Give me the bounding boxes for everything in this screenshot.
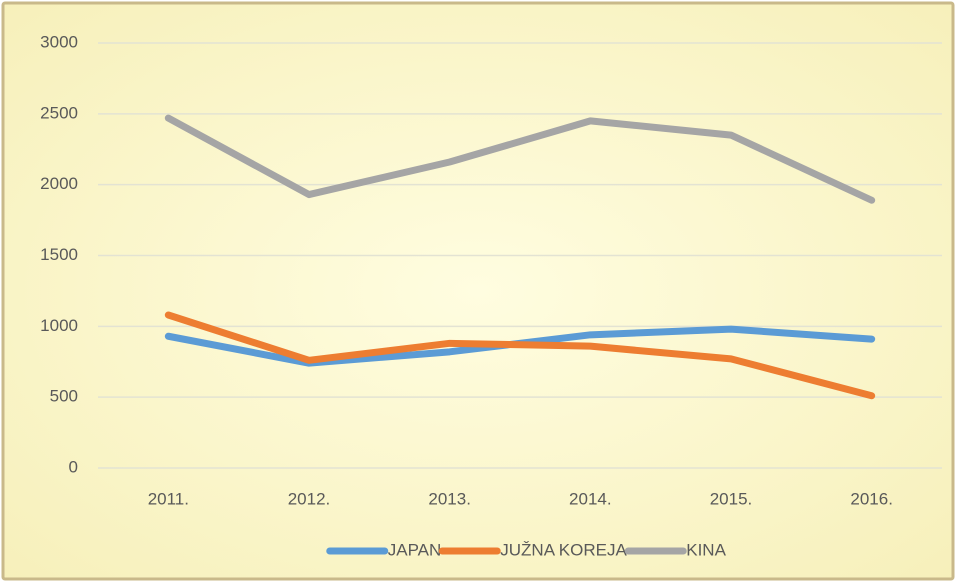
x-tick-label: 2012. <box>288 489 331 508</box>
x-tick-label: 2016. <box>850 489 893 508</box>
legend-label: KINA <box>686 540 726 559</box>
y-tick-label: 500 <box>50 387 78 406</box>
line-series <box>164 311 876 400</box>
y-tick-label: 2500 <box>40 103 78 122</box>
x-tick-label: 2011. <box>148 489 189 508</box>
y-tick-label: 1000 <box>40 316 78 335</box>
x-tick-label: 2015. <box>710 489 753 508</box>
legend-label: JUŽNA KOREJA <box>500 540 627 559</box>
line-series <box>164 114 876 204</box>
y-tick-label: 3000 <box>40 32 78 51</box>
x-tick-label: 2013. <box>428 489 471 508</box>
y-tick-label: 0 <box>69 457 78 476</box>
y-tick-label: 1500 <box>40 245 78 264</box>
legend-label: JAPAN <box>388 540 442 559</box>
x-tick-label: 2014. <box>569 489 612 508</box>
y-tick-label: 2000 <box>40 174 78 193</box>
